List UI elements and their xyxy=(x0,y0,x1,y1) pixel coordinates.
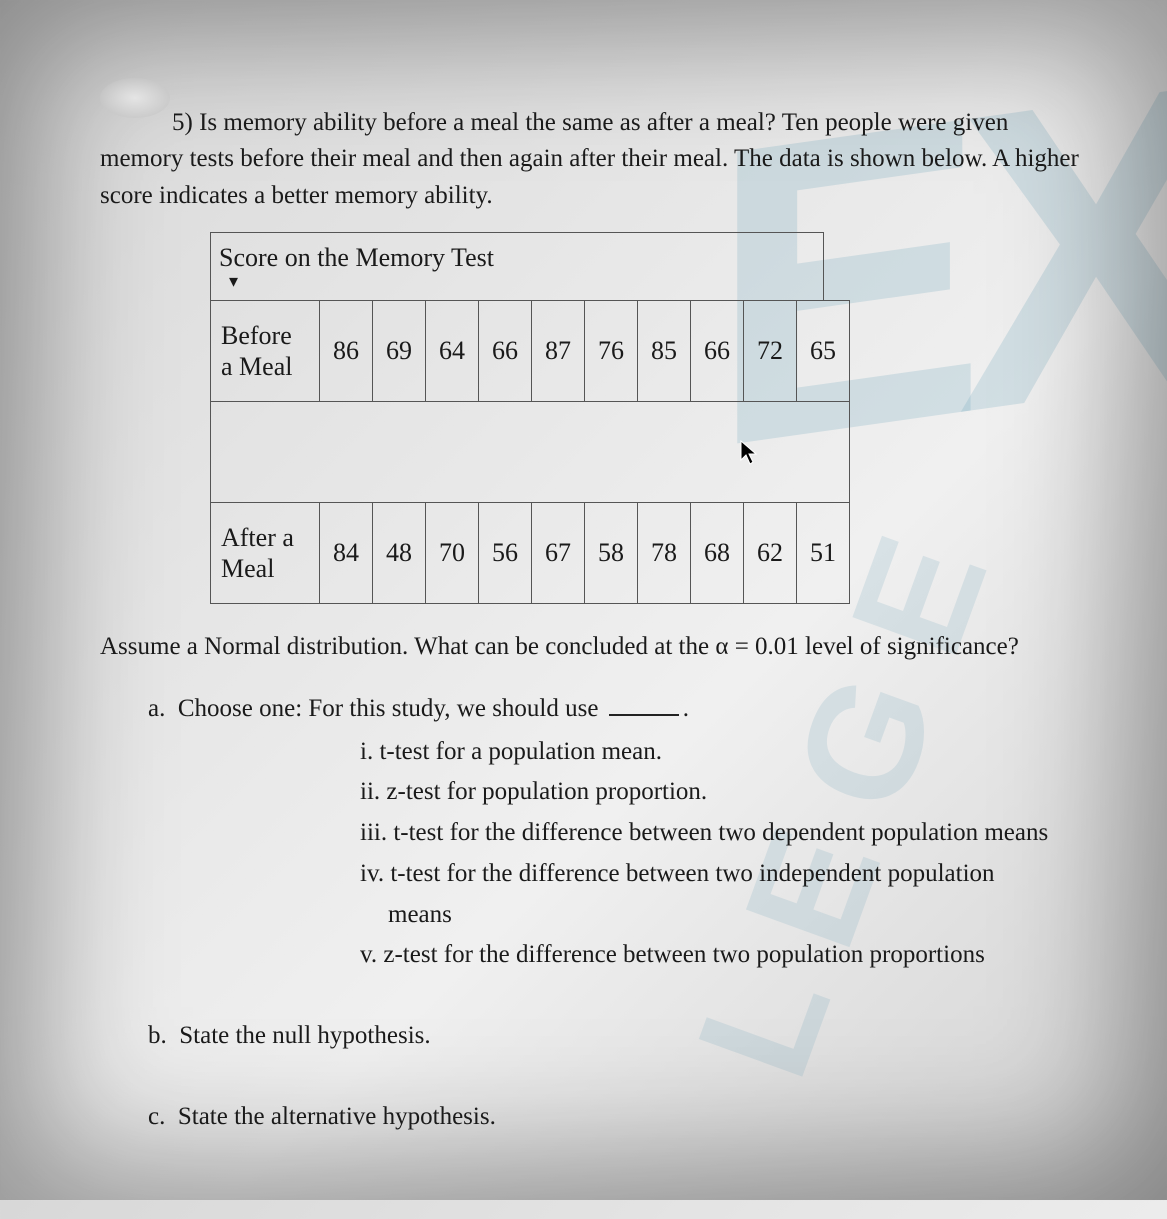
cell: 76 xyxy=(585,300,638,401)
part-b-text: State the null hypothesis. xyxy=(179,1022,430,1049)
part-c-text: State the alternative hypothesis. xyxy=(178,1103,496,1130)
part-a-label: a. xyxy=(148,695,165,722)
assumption-text: Assume a Normal distribution. What can b… xyxy=(100,629,1097,664)
choice-i: i. t-test for a population mean. xyxy=(360,733,1097,772)
cell: 87 xyxy=(532,300,585,401)
cell: 72 xyxy=(744,300,797,401)
table-tick-mark: ▾ xyxy=(219,271,815,292)
question-intro: 5) Is memory ability before a meal the s… xyxy=(100,105,1097,214)
cell: 69 xyxy=(373,300,426,401)
score-table-container: Score on the Memory Test ▾ Before a Meal… xyxy=(210,232,1097,604)
fill-blank xyxy=(609,694,679,716)
part-a-prompt-suffix: . xyxy=(683,695,689,722)
question-number: 5) xyxy=(172,109,193,136)
cell: 58 xyxy=(585,502,638,603)
cell: 70 xyxy=(426,502,479,603)
part-b: b. State the null hypothesis. xyxy=(148,1017,1097,1056)
part-c: c. State the alternative hypothesis. xyxy=(148,1098,1097,1137)
cell: 66 xyxy=(479,300,532,401)
cell: 62 xyxy=(744,502,797,603)
table-spacer xyxy=(211,401,850,502)
cell: 85 xyxy=(638,300,691,401)
cell: 64 xyxy=(426,300,479,401)
cell: 51 xyxy=(797,502,850,603)
table-row: Before a Meal 86 69 64 66 87 76 85 66 72… xyxy=(211,300,850,401)
table-row: After a Meal 84 48 70 56 67 58 78 68 62 … xyxy=(211,502,850,603)
cell: 84 xyxy=(320,502,373,603)
choice-iii: iii. t-test for the difference between t… xyxy=(360,814,1097,853)
part-a: a. Choose one: For this study, we should… xyxy=(148,690,1097,975)
cell: 78 xyxy=(638,502,691,603)
row-label-before: Before a Meal xyxy=(211,300,320,401)
cell: 67 xyxy=(532,502,585,603)
cell: 68 xyxy=(691,502,744,603)
cell: 86 xyxy=(320,300,373,401)
choice-iv: iv. t-test for the difference between tw… xyxy=(360,855,1097,894)
table-title-cell: Score on the Memory Test ▾ xyxy=(210,232,824,300)
cell: 56 xyxy=(479,502,532,603)
choice-iv-cont: means xyxy=(388,896,1097,935)
part-a-choices: i. t-test for a population mean. ii. z-t… xyxy=(360,733,1097,976)
part-c-label: c. xyxy=(148,1103,165,1130)
cell: 65 xyxy=(797,300,850,401)
cell: 48 xyxy=(373,502,426,603)
question-parts: a. Choose one: For this study, we should… xyxy=(148,690,1097,1137)
page-content: 5) Is memory ability before a meal the s… xyxy=(0,0,1167,1219)
part-b-label: b. xyxy=(148,1022,167,1049)
part-a-prompt-prefix: Choose one: For this study, we should us… xyxy=(178,695,599,722)
erased-smudge xyxy=(100,78,170,118)
choice-v: v. z-test for the difference between two… xyxy=(360,936,1097,975)
cell: 66 xyxy=(691,300,744,401)
row-label-after: After a Meal xyxy=(211,502,320,603)
table-title-text: Score on the Memory Test xyxy=(219,243,494,272)
intro-text: Is memory ability before a meal the same… xyxy=(100,109,1079,209)
choice-ii: ii. z-test for population proportion. xyxy=(360,773,1097,812)
memory-score-table: Before a Meal 86 69 64 66 87 76 85 66 72… xyxy=(210,300,850,604)
